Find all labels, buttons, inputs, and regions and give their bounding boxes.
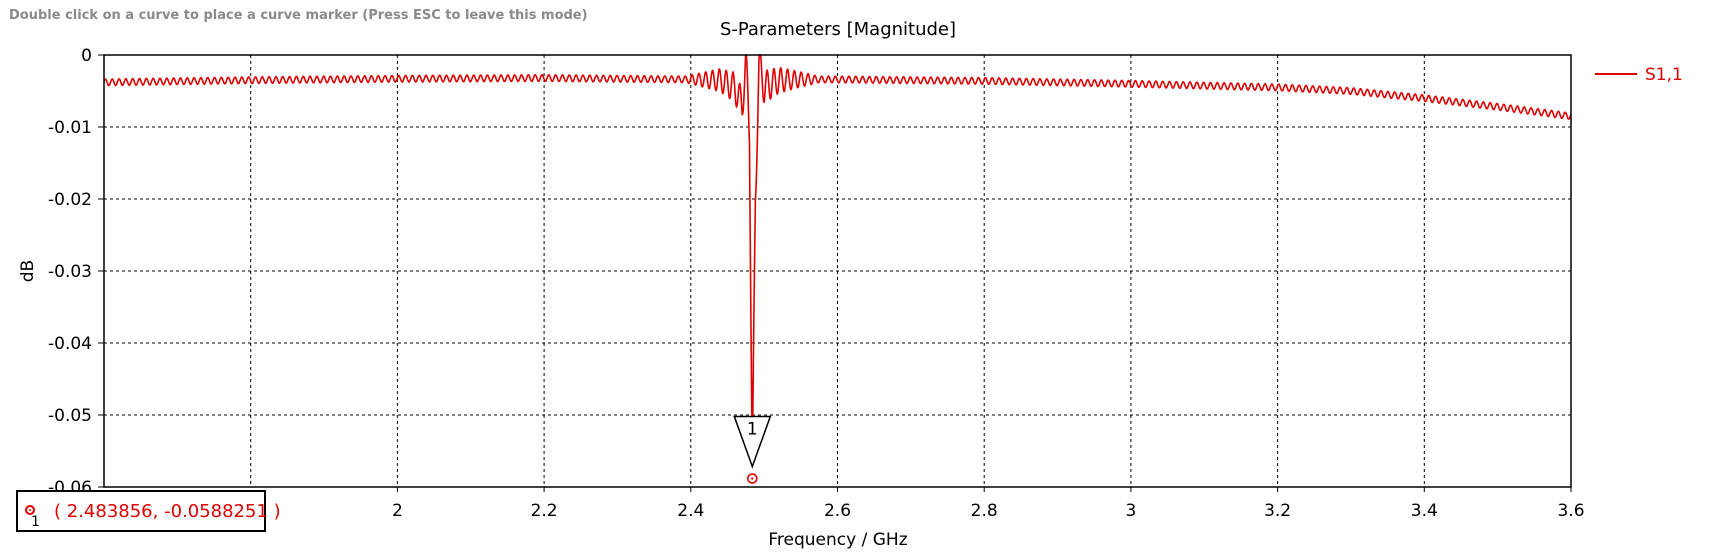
y-tick-label: -0.03 — [48, 262, 92, 282]
marker-readout-box: 1 ( 2.483856, -0.0588251 ) — [16, 490, 281, 532]
legend-label-s11: S1,1 — [1645, 65, 1683, 85]
x-tick-label: 3 — [1125, 501, 1136, 521]
x-tick-label: 3.2 — [1264, 501, 1291, 521]
readout-marker-index: 1 — [31, 514, 40, 530]
marker-circle-icon — [25, 505, 35, 515]
curve-s11[interactable] — [103, 54, 1572, 458]
x-tick-label: 3.6 — [1557, 501, 1584, 521]
marker-label: 1 — [747, 420, 758, 440]
y-tick-label: 0 — [81, 46, 92, 66]
y-tick-label: -0.04 — [48, 334, 92, 354]
readout-value: ( 2.483856, -0.0588251 ) — [54, 501, 281, 522]
x-tick-label: 2.2 — [531, 501, 558, 521]
x-axis-label: Frequency / GHz — [768, 530, 907, 550]
y-tick-label: -0.05 — [48, 406, 92, 426]
legend: S1,1 — [1595, 65, 1683, 85]
y-tick-label: -0.01 — [48, 118, 92, 138]
y-axis-label: dB — [18, 260, 38, 282]
y-tick-label: -0.02 — [48, 190, 92, 210]
x-tick-label: 2.6 — [824, 501, 851, 521]
x-tick-label: 2.8 — [971, 501, 998, 521]
marker-point-center — [751, 477, 754, 480]
chart-title: S-Parameters [Magnitude] — [720, 19, 956, 40]
x-tick-label: 2.4 — [677, 501, 704, 521]
mode-hint: Double click on a curve to place a curve… — [9, 8, 588, 23]
x-tick-label: 3.4 — [1411, 501, 1438, 521]
marker-triangle[interactable] — [733, 415, 772, 469]
x-tick-label: 2 — [392, 501, 403, 521]
